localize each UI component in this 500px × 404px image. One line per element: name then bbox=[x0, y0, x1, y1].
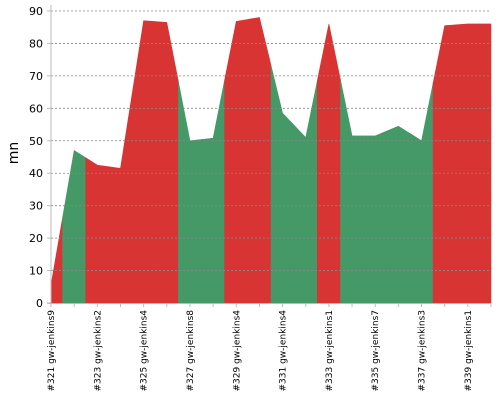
area-segment-build-330 bbox=[247, 17, 272, 304]
x-tick-label-333: #333 gw-jenkins1 bbox=[325, 310, 335, 391]
x-tick-label-321: #321 gw-jenkins9 bbox=[47, 310, 57, 392]
area-segment-build-337 bbox=[409, 83, 434, 304]
area-segment-build-324 bbox=[108, 94, 133, 304]
grid-lines bbox=[51, 10, 491, 271]
y-tick-labels: 0 10 20 30 40 50 60 70 80 90 bbox=[29, 5, 43, 310]
x-tick-label-339: #339 gw-jenkins1 bbox=[464, 310, 474, 391]
y-tick-label-30: 30 bbox=[29, 200, 43, 213]
y-tick-label-90: 90 bbox=[29, 5, 43, 18]
area-segment-build-340 bbox=[479, 23, 492, 304]
y-axis-title: mn bbox=[6, 142, 22, 165]
axes bbox=[47, 5, 492, 307]
area-segment-build-327 bbox=[178, 81, 202, 304]
area-segment-build-334 bbox=[340, 79, 364, 304]
x-tick-label-329: #329 gw-jenkins4 bbox=[232, 310, 242, 392]
x-tick-label-323: #323 gw-jenkins2 bbox=[93, 310, 103, 391]
x-tick-label-327: #327 gw-jenkins8 bbox=[186, 310, 196, 392]
area-segment-build-322 bbox=[62, 150, 87, 304]
x-tick-label-331: #331 gw-jenkins4 bbox=[279, 310, 289, 392]
y-tick-label-70: 70 bbox=[29, 70, 43, 83]
y-tick-label-20: 20 bbox=[29, 232, 43, 245]
area-segment-build-329 bbox=[224, 19, 249, 304]
y-tick-label-10: 10 bbox=[29, 265, 43, 278]
area-segment-build-328 bbox=[201, 79, 225, 304]
x-tick-label-335: #335 gw-jenkins7 bbox=[371, 310, 381, 391]
y-tick-label-40: 40 bbox=[29, 167, 43, 180]
y-tick-label-80: 80 bbox=[29, 37, 43, 50]
area-segment-build-338 bbox=[432, 24, 457, 304]
x-tick-label-325: #325 gw-jenkins4 bbox=[140, 310, 150, 392]
y-tick-label-50: 50 bbox=[29, 135, 43, 148]
area-segment-build-336 bbox=[386, 125, 411, 304]
area-segment-build-321 bbox=[50, 217, 63, 304]
area-segment-build-323 bbox=[85, 157, 110, 304]
area-segment-build-335 bbox=[363, 130, 388, 304]
area-segment-build-339 bbox=[455, 23, 480, 304]
y-tick-label-0: 0 bbox=[36, 297, 43, 310]
y-tick-label-60: 60 bbox=[29, 102, 43, 115]
area-segment-build-325 bbox=[131, 20, 156, 304]
area-segment-build-332 bbox=[293, 80, 318, 304]
area-segment-build-333 bbox=[317, 23, 341, 304]
area-segment-build-331 bbox=[270, 65, 295, 304]
build-status-areas bbox=[50, 17, 492, 304]
x-tick-labels: #321 gw-jenkins9 #323 gw-jenkins2 #325 gw-… bbox=[47, 310, 474, 392]
x-tick-label-337: #337 gw-jenkins3 bbox=[418, 310, 428, 391]
area-segment-build-326 bbox=[154, 21, 179, 304]
